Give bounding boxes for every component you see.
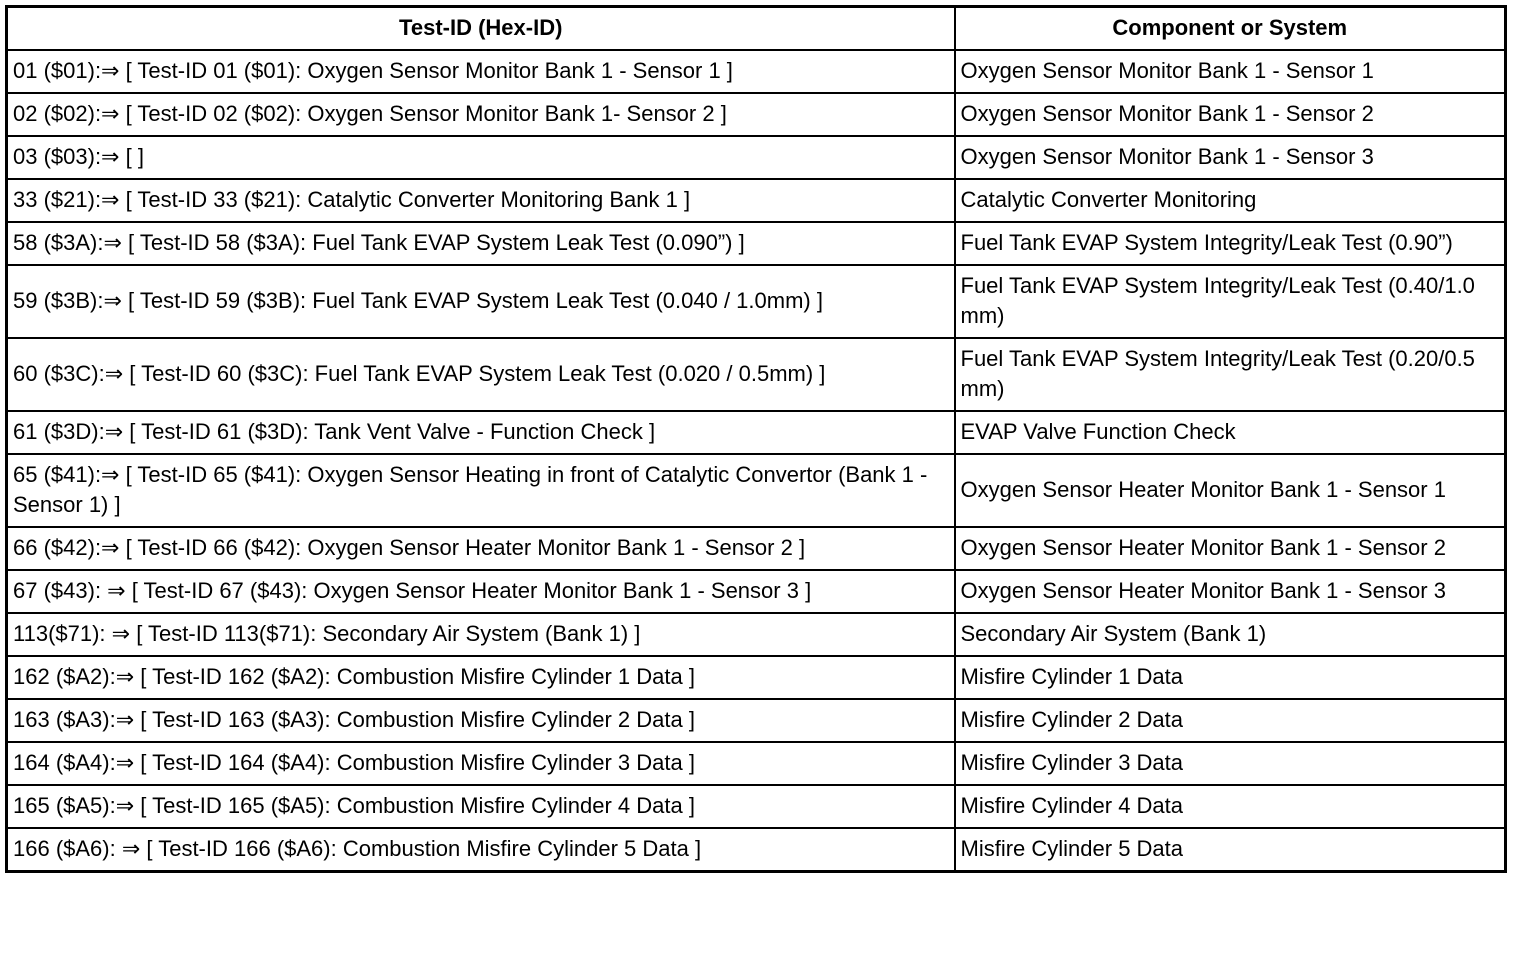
test-id-cell: 03 ($03):⇒ [ ]: [5, 135, 956, 180]
component-cell: EVAP Valve Function Check: [953, 410, 1507, 455]
table-row: 164 ($A4):⇒ [ Test-ID 164 ($A4): Combust…: [5, 741, 1507, 786]
table-row: 65 ($41):⇒ [ Test-ID 65 ($41): Oxygen Se…: [5, 453, 1507, 528]
test-id-cell: 02 ($02):⇒ [ Test-ID 02 ($02): Oxygen Se…: [5, 92, 956, 137]
table-body: 01 ($01):⇒ [ Test-ID 01 ($01): Oxygen Se…: [5, 49, 1507, 873]
test-id-cell: 58 ($3A):⇒ [ Test-ID 58 ($3A): Fuel Tank…: [5, 221, 956, 266]
component-cell: Catalytic Converter Monitoring: [953, 178, 1507, 223]
test-id-cell: 65 ($41):⇒ [ Test-ID 65 ($41): Oxygen Se…: [5, 453, 956, 528]
table-row: 02 ($02):⇒ [ Test-ID 02 ($02): Oxygen Se…: [5, 92, 1507, 137]
table-row: 03 ($03):⇒ [ ] Oxygen Sensor Monitor Bank…: [5, 135, 1507, 180]
table-row: 61 ($3D):⇒ [ Test-ID 61 ($3D): Tank Vent…: [5, 410, 1507, 455]
table-row: 66 ($42):⇒ [ Test-ID 66 ($42): Oxygen Se…: [5, 526, 1507, 571]
test-id-cell: 61 ($3D):⇒ [ Test-ID 61 ($3D): Tank Vent…: [5, 410, 956, 455]
test-id-cell: 164 ($A4):⇒ [ Test-ID 164 ($A4): Combust…: [5, 741, 956, 786]
component-cell: Oxygen Sensor Monitor Bank 1 - Sensor 2: [953, 92, 1507, 137]
table-row: 58 ($3A):⇒ [ Test-ID 58 ($3A): Fuel Tank…: [5, 221, 1507, 266]
test-id-cell: 162 ($A2):⇒ [ Test-ID 162 ($A2): Combust…: [5, 655, 956, 700]
test-id-table: Test-ID (Hex-ID) Component or System 01 …: [5, 5, 1507, 873]
component-cell: Oxygen Sensor Heater Monitor Bank 1 - Se…: [953, 569, 1507, 614]
table-row: 165 ($A5):⇒ [ Test-ID 165 ($A5): Combust…: [5, 784, 1507, 829]
test-id-cell: 165 ($A5):⇒ [ Test-ID 165 ($A5): Combust…: [5, 784, 956, 829]
test-id-cell: 66 ($42):⇒ [ Test-ID 66 ($42): Oxygen Se…: [5, 526, 956, 571]
table-row: 59 ($3B):⇒ [ Test-ID 59 ($3B): Fuel Tank…: [5, 264, 1507, 339]
table-row: 33 ($21):⇒ [ Test-ID 33 ($21): Catalytic…: [5, 178, 1507, 223]
component-cell: Fuel Tank EVAP System Integrity/Leak Tes…: [953, 337, 1507, 412]
table-row: 113($71): ⇒ [ Test-ID 113($71): Secondar…: [5, 612, 1507, 657]
component-cell: Secondary Air System (Bank 1): [953, 612, 1507, 657]
component-cell: Misfire Cylinder 2 Data: [953, 698, 1507, 743]
table-row: 60 ($3C):⇒ [ Test-ID 60 ($3C): Fuel Tank…: [5, 337, 1507, 412]
test-id-cell: 60 ($3C):⇒ [ Test-ID 60 ($3C): Fuel Tank…: [5, 337, 956, 412]
component-cell: Fuel Tank EVAP System Integrity/Leak Tes…: [953, 221, 1507, 266]
table-row: 163 ($A3):⇒ [ Test-ID 163 ($A3): Combust…: [5, 698, 1507, 743]
table-row: 67 ($43): ⇒ [ Test-ID 67 ($43): Oxygen S…: [5, 569, 1507, 614]
component-cell: Misfire Cylinder 4 Data: [953, 784, 1507, 829]
test-id-cell: 01 ($01):⇒ [ Test-ID 01 ($01): Oxygen Se…: [5, 49, 956, 94]
component-cell: Oxygen Sensor Heater Monitor Bank 1 - Se…: [953, 453, 1507, 528]
test-id-cell: 59 ($3B):⇒ [ Test-ID 59 ($3B): Fuel Tank…: [5, 264, 956, 339]
header-cell: Component or System: [953, 5, 1507, 51]
component-cell: Oxygen Sensor Monitor Bank 1 - Sensor 1: [953, 49, 1507, 94]
component-cell: Misfire Cylinder 5 Data: [953, 827, 1507, 873]
header-row: Test-ID (Hex-ID) Component or System: [5, 5, 1507, 51]
test-id-cell: 163 ($A3):⇒ [ Test-ID 163 ($A3): Combust…: [5, 698, 956, 743]
table-row: 01 ($01):⇒ [ Test-ID 01 ($01): Oxygen Se…: [5, 49, 1507, 94]
table-row: 162 ($A2):⇒ [ Test-ID 162 ($A2): Combust…: [5, 655, 1507, 700]
component-cell: Misfire Cylinder 1 Data: [953, 655, 1507, 700]
header-cell: Test-ID (Hex-ID): [5, 5, 956, 51]
component-cell: Oxygen Sensor Heater Monitor Bank 1 - Se…: [953, 526, 1507, 571]
table-row: 166 ($A6): ⇒ [ Test-ID 166 ($A6): Combus…: [5, 827, 1507, 873]
test-id-cell: 113($71): ⇒ [ Test-ID 113($71): Secondar…: [5, 612, 956, 657]
component-cell: Oxygen Sensor Monitor Bank 1 - Sensor 3: [953, 135, 1507, 180]
test-id-cell: 67 ($43): ⇒ [ Test-ID 67 ($43): Oxygen S…: [5, 569, 956, 614]
component-cell: Misfire Cylinder 3 Data: [953, 741, 1507, 786]
test-id-cell: 33 ($21):⇒ [ Test-ID 33 ($21): Catalytic…: [5, 178, 956, 223]
component-cell: Fuel Tank EVAP System Integrity/Leak Tes…: [953, 264, 1507, 339]
test-id-cell: 166 ($A6): ⇒ [ Test-ID 166 ($A6): Combus…: [5, 827, 956, 873]
